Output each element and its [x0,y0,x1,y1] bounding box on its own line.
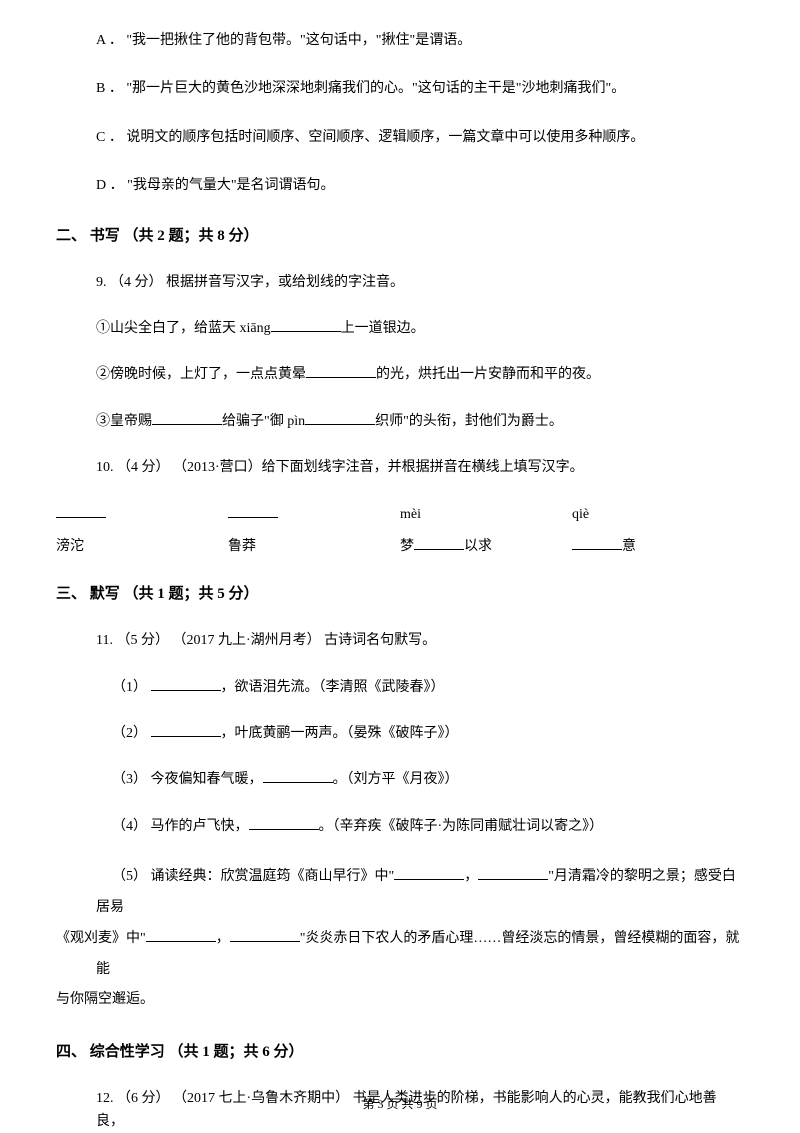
q11-sub-4: （4） 马作的卢飞快， 。（辛弃疾《破阵子·为陈同甫赋壮词以寄之》） [112,816,744,838]
section-2-heading: 二、 书写 （共 2 题；共 8 分） [56,224,744,248]
q11-s1-b: ，欲语泪先流。（李清照《武陵春》） [221,680,445,695]
q11-s5-g: 与你隔空邂逅。 [56,992,154,1007]
question-10-prompt: 10. （4 分） （2013·营口）给下面划线字注音，并根据拼音在横线上填写汉… [96,457,744,479]
blank-input[interactable] [228,504,278,518]
q11-s5-e: ， [216,931,230,946]
q10-r1-c2 [228,504,400,526]
q11-s2-b: ，叶底黄鹂一两声。（晏殊《破阵子》） [221,726,459,741]
q10-row-2: 滂沱 鲁莽 梦 以求 意 [56,536,744,558]
blank-input[interactable] [414,536,464,550]
q11-s5-b: ， [464,869,478,884]
option-a: A ． "我一把揪住了他的背包带。"这句话中，"揪住"是谓语。 [96,30,744,52]
q10-r2-c3-b: 以求 [464,539,492,554]
blank-input[interactable] [478,866,548,880]
q10-r2-c4-text: 意 [622,539,636,554]
blank-input[interactable] [151,677,221,691]
q9-line1-b: 上一道银边。 [341,321,425,336]
q10-r2-c1: 滂沱 [56,536,228,558]
q10-r1-c4: qiè [572,504,744,526]
blank-input[interactable] [146,928,216,942]
q11-s4-a: （4） 马作的卢飞快， [112,819,249,834]
q10-r2-c2: 鲁莽 [228,536,400,558]
q10-r1-c3: mèi [400,504,572,526]
q9-line-1: ①山尖全白了，给蓝天 xiāng 上一道银边。 [96,318,744,340]
q11-s5-a: （5） 诵读经典：欣赏温庭筠《商山早行》中" [112,869,394,884]
option-b: B ． "那一片巨大的黄色沙地深深地刺痛我们的心。"这句话的主干是"沙地刺痛我们… [96,78,744,100]
blank-input[interactable] [572,536,622,550]
blank-input[interactable] [249,816,319,830]
q9-line3-a: ③皇帝赐 [96,414,152,429]
blank-input[interactable] [271,318,341,332]
blank-input[interactable] [56,504,106,518]
blank-input[interactable] [305,411,375,425]
q10-r2-c3-a: 梦 [400,539,414,554]
option-d: D ． "我母亲的气量大"是名词谓语句。 [96,175,744,197]
q9-line3-b: 给骗子"御 pìn [222,414,305,429]
q11-sub-2: （2） ，叶底黄鹂一两声。（晏殊《破阵子》） [112,723,744,745]
question-9-prompt: 9. （4 分） 根据拼音写汉字，或给划线的字注音。 [96,272,744,294]
q11-sub-3: （3） 今夜偏知春气暖， 。（刘方平《月夜》） [112,769,744,791]
section-3-heading: 三、 默写 （共 1 题；共 5 分） [56,582,744,606]
q9-line3-c: 织师"的头衔，封他们为爵士。 [375,414,563,429]
q11-s4-b: 。（辛弃疾《破阵子·为陈同甫赋壮词以寄之》） [319,819,604,834]
option-c: C ． 说明文的顺序包括时间顺序、空间顺序、逻辑顺序，一篇文章中可以使用多种顺序… [96,127,744,149]
q10-r2-c4: 意 [572,536,744,558]
q11-s5-d: 《观刈麦》中" [56,931,146,946]
q11-sub-5: （5） 诵读经典：欣赏温庭筠《商山早行》中"，"月清霜冷的黎明之景；感受白居易 … [96,862,744,1016]
q9-line2-b: 的光，烘托出一片安静而和平的夜。 [376,367,600,382]
q11-s1-a: （1） [112,680,151,695]
question-11-prompt: 11. （5 分） （2017 九上·湖州月考） 古诗词名句默写。 [96,630,744,652]
q10-r1-c1 [56,504,228,526]
q10-row-1: mèi qiè [56,504,744,526]
q11-s3-a: （3） 今夜偏知春气暖， [112,772,263,787]
blank-input[interactable] [306,364,376,378]
blank-input[interactable] [263,769,333,783]
section-4-heading: 四、 综合性学习 （共 1 题；共 6 分） [56,1040,744,1064]
blank-input[interactable] [151,723,221,737]
q10-r2-c3: 梦 以求 [400,536,572,558]
q9-line-2: ②傍晚时候，上灯了，一点点黄晕 的光，烘托出一片安静而和平的夜。 [96,364,744,386]
blank-input[interactable] [152,411,222,425]
q11-s2-a: （2） [112,726,151,741]
blank-input[interactable] [230,928,300,942]
q9-line1-a: ①山尖全白了，给蓝天 xiāng [96,321,271,336]
blank-input[interactable] [394,866,464,880]
q11-sub-1: （1） ，欲语泪先流。（李清照《武陵春》） [112,677,744,699]
q9-line2-a: ②傍晚时候，上灯了，一点点黄晕 [96,367,306,382]
q9-line-3: ③皇帝赐 给骗子"御 pìn 织师"的头衔，封他们为爵士。 [96,411,744,433]
page-footer: 第 3 页 共 9 页 [0,1095,800,1114]
q11-s3-b: 。（刘方平《月夜》） [333,772,459,787]
